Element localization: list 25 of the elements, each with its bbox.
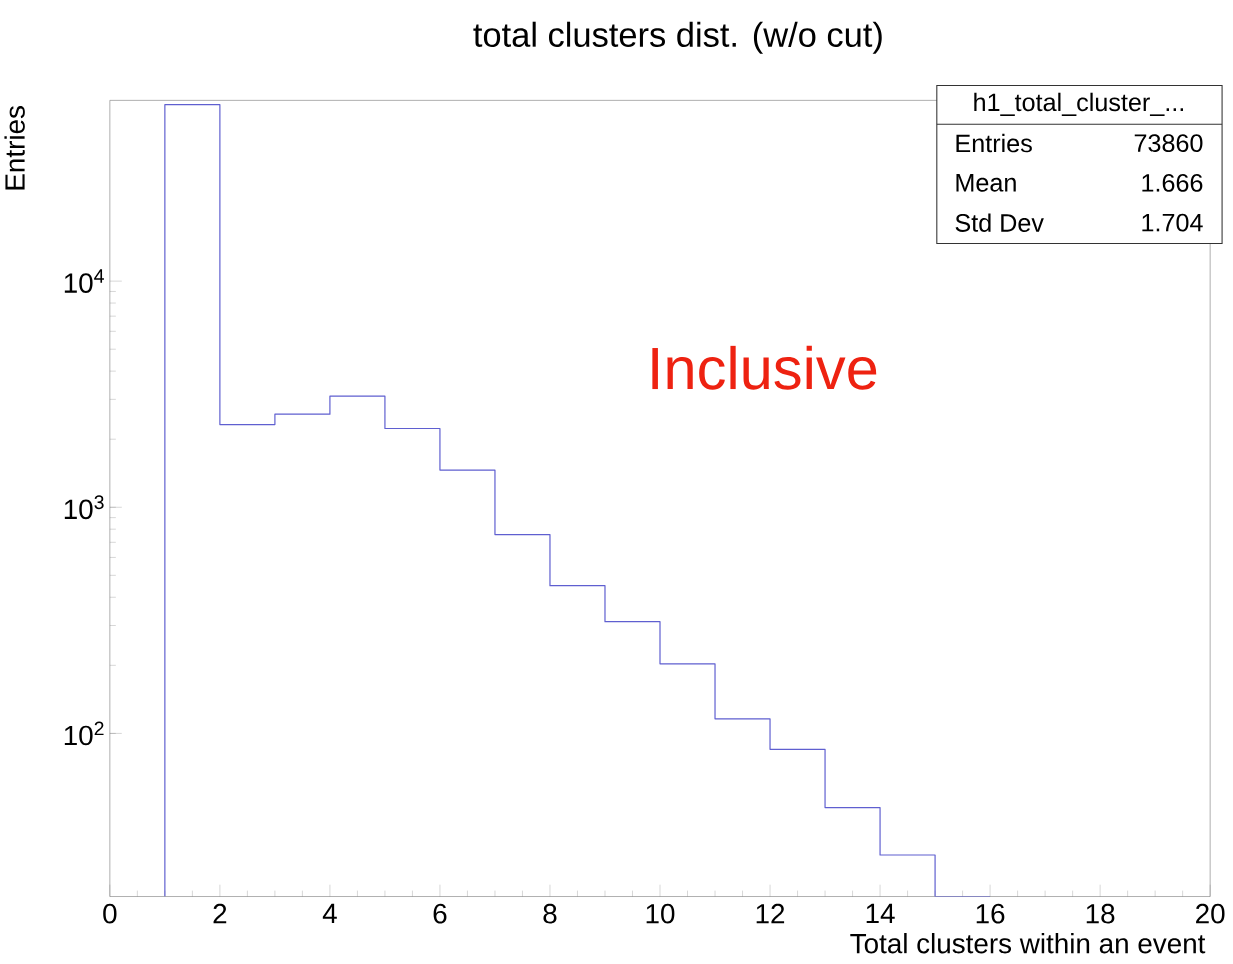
annotation: 73860: [1134, 134, 1203, 152]
x-tick-label: 14: [866, 903, 895, 923]
annotation: Mean: [956, 174, 1016, 192]
x-tick-label: 6: [433, 903, 447, 924]
x-tick-label: 16: [976, 903, 1005, 924]
x-tick-label: 20: [1196, 903, 1225, 924]
x-tick-label: 18: [1086, 903, 1115, 924]
x-tick-label: 4: [322, 903, 337, 923]
y-tick-label: 10$^{2}$: [64, 721, 104, 746]
annotation: Std Dev: [955, 213, 1044, 232]
annotation: Entries: [956, 133, 1032, 153]
x-tick-label: 2: [213, 903, 227, 924]
annotation: 1.704: [1142, 213, 1203, 232]
x-tick-label: 8: [543, 903, 557, 924]
y-axis-title: Entries: [4, 106, 25, 190]
annotation: h1_total_cluster_...: [974, 92, 1184, 116]
y-tick-label: 10$^{3}$: [64, 495, 104, 520]
annotation: Inclusive: [652, 345, 877, 390]
y-tick-label: 10$^{4}$: [64, 269, 104, 293]
x-tick-label: 10: [646, 903, 675, 924]
x-axis-title: Total clusters within an event: [850, 932, 1206, 954]
chart-title: total clusters dist. (w/o cut): [473, 21, 882, 54]
x-tick-label: 0: [103, 903, 117, 924]
x-tick-label: 12: [756, 903, 785, 924]
annotation: 1.666: [1142, 173, 1203, 192]
